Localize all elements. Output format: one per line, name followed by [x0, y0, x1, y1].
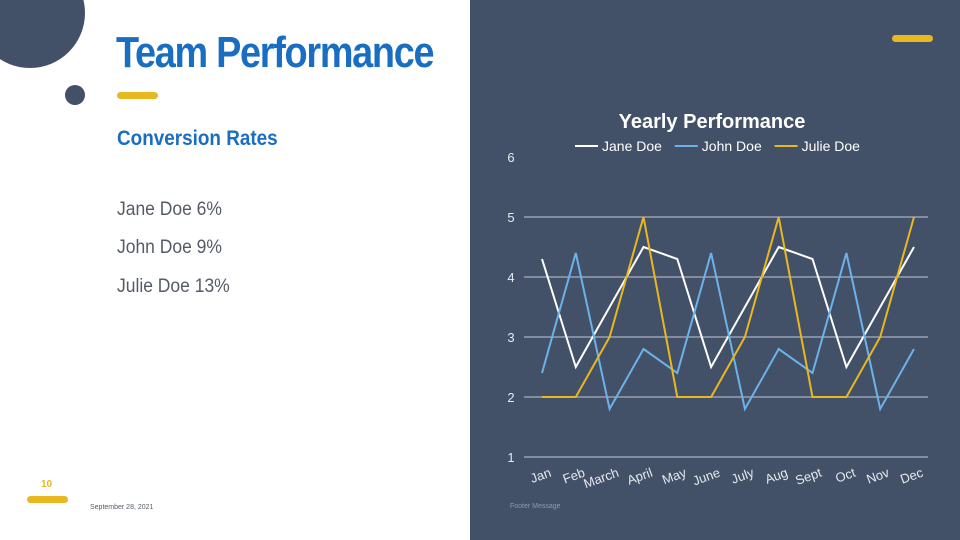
chart-legend: Jane Doe John Doe Julie Doe [575, 138, 860, 154]
x-tick-label: Sept [793, 465, 824, 488]
y-tick-label: 5 [507, 210, 514, 225]
chart-series [541, 216, 915, 412]
series-line [542, 216, 915, 398]
rate-julie: Julie Doe 13% [117, 276, 230, 297]
rate-john: John Doe 9% [117, 237, 222, 258]
x-tick-label: May [660, 465, 689, 488]
page-number: 10 [41, 479, 53, 490]
y-tick-label: 6 [507, 150, 514, 165]
series-line [541, 245, 915, 370]
y-axis: 1 2 3 4 5 6 [507, 150, 514, 465]
x-tick-label: April [625, 465, 655, 488]
legend-label: Jane Doe [602, 138, 662, 154]
x-tick-label: Nov [864, 465, 891, 487]
chart-title: Yearly Performance [619, 111, 806, 133]
rate-jane: Jane Doe 6% [117, 199, 222, 220]
title-accent-bar [117, 92, 158, 99]
x-tick-label: Aug [763, 465, 790, 487]
x-tick-label: June [690, 465, 722, 489]
decorative-circle-small [65, 85, 85, 105]
legend-label: Julie Doe [802, 138, 861, 154]
x-tick-label: Oct [833, 465, 857, 486]
slide-date: September 28, 2021 [90, 504, 154, 511]
y-tick-label: 4 [507, 270, 514, 285]
panel-accent-bar [892, 35, 933, 42]
x-tick-label: Jan [528, 465, 553, 486]
section-subtitle: Conversion Rates [117, 127, 278, 150]
slide-title: Team Performance [116, 28, 435, 77]
x-tick-label: March [582, 465, 621, 491]
y-tick-label: 2 [507, 390, 514, 405]
legend-label: John Doe [702, 138, 762, 154]
x-tick-label: July [729, 465, 756, 487]
y-tick-label: 3 [507, 330, 514, 345]
x-tick-label: Feb [561, 465, 587, 487]
x-tick-label: Dec [898, 465, 925, 487]
page-accent-bar [27, 496, 68, 503]
y-tick-label: 1 [507, 450, 514, 465]
footer-message: Footer Message [510, 503, 561, 510]
series-line [541, 252, 915, 412]
left-panel: Team Performance Conversion Rates Jane D… [0, 0, 470, 540]
chart-grid [524, 216, 928, 458]
